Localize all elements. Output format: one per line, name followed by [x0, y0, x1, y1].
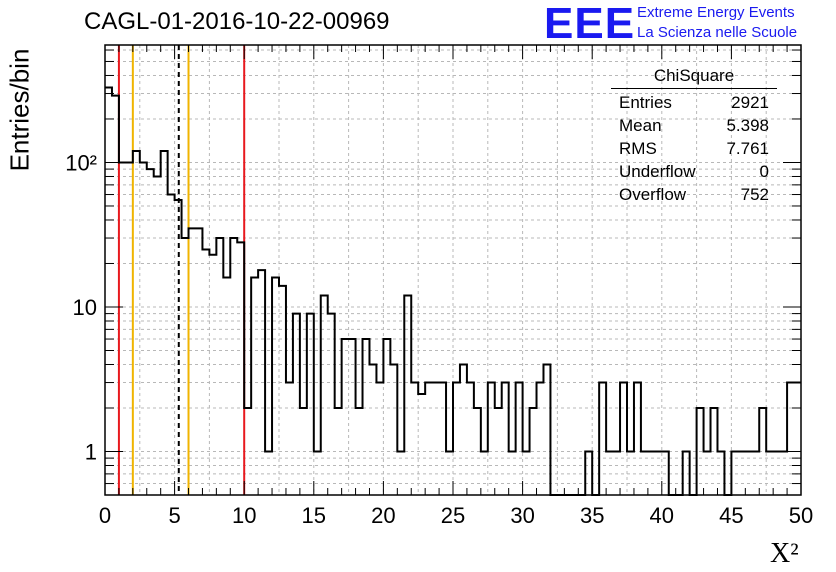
x-tick-label: 15	[302, 503, 326, 528]
stats-label: Underflow	[619, 162, 696, 181]
stats-row-entries: Entries 2921	[611, 91, 777, 114]
reference-lines	[117, 45, 246, 495]
x-tick-label: 5	[168, 503, 180, 528]
stats-row-rms: RMS 7.761	[611, 137, 777, 160]
eee-logo: EEE	[544, 0, 636, 48]
x-tick-label: 50	[789, 503, 813, 528]
stats-label: Entries	[619, 93, 672, 112]
y-tick-label: 10²	[65, 150, 97, 175]
stats-row-mean: Mean 5.398	[611, 114, 777, 137]
chart-title: CAGL-01-2016-10-22-00969	[84, 8, 390, 35]
y-tick-label: 1	[85, 439, 97, 464]
x-tick-label: 30	[510, 503, 534, 528]
stats-value: 5.398	[726, 116, 769, 135]
stats-value: 0	[759, 162, 769, 181]
x-axis-label: X²	[770, 538, 799, 569]
logo-line-1: Extreme Energy Events	[637, 4, 795, 21]
x-tick-label: 35	[580, 503, 604, 528]
y-axis-label: Entries/bin	[4, 48, 35, 172]
stats-label: RMS	[619, 139, 657, 158]
x-tick-label: 0	[99, 503, 111, 528]
stats-row-underflow: Underflow 0	[611, 160, 777, 183]
x-tick-label: 25	[441, 503, 465, 528]
stats-title: ChiSquare	[611, 66, 777, 89]
x-tick-label: 10	[232, 503, 256, 528]
x-tick-label: 40	[650, 503, 674, 528]
y-tick-label: 10	[73, 295, 97, 320]
stats-box: ChiSquare Entries 2921 Mean 5.398 RMS 7.761…	[611, 66, 777, 206]
x-tick-label: 20	[371, 503, 395, 528]
logo-line-2: La Scienza nelle Scuole	[637, 24, 798, 41]
axis-ticks	[104, 45, 802, 496]
stats-row-overflow: Overflow 752	[611, 183, 777, 206]
tick-labels: 0 5 10 15 20 25 30 35 40 45 50 1 10 10²	[65, 150, 813, 528]
stats-value: 7.761	[726, 139, 769, 158]
stats-label: Mean	[619, 116, 662, 135]
stats-value: 2921	[731, 93, 769, 112]
plot-frame	[104, 44, 802, 496]
x-tick-label: 45	[719, 503, 743, 528]
stats-value: 752	[740, 185, 769, 204]
stats-label: Overflow	[619, 185, 687, 204]
